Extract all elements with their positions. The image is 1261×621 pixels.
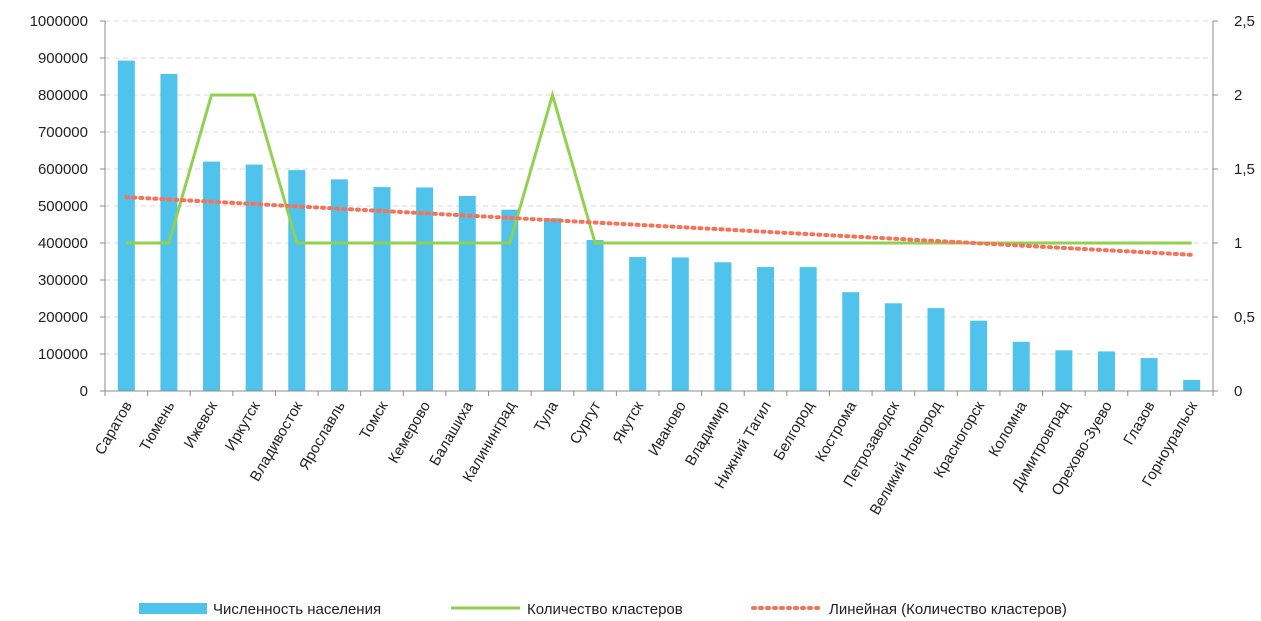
bar	[1183, 379, 1201, 391]
category-label: Глазов	[1120, 398, 1158, 447]
bar	[629, 257, 647, 391]
bar	[884, 303, 902, 391]
bar	[501, 209, 519, 391]
bar	[117, 60, 135, 392]
left-tick-label: 1000000	[30, 13, 88, 30]
category-label: Иваново	[645, 399, 690, 459]
bar	[203, 161, 221, 391]
bar	[927, 308, 945, 391]
category-label: Белгород	[770, 398, 817, 463]
axes	[100, 20, 1218, 396]
category-label: Томск	[356, 398, 391, 442]
bar	[245, 164, 263, 391]
bar	[458, 196, 476, 391]
legend-label-clusters: Количество кластеров	[527, 601, 683, 618]
category-label: Кострома	[812, 398, 860, 465]
right-tick-label: 2	[1234, 87, 1242, 104]
bar	[330, 179, 348, 391]
legend: Численность населения Количество кластер…	[139, 601, 1067, 618]
left-tick-label: 500000	[38, 198, 88, 215]
left-tick-label: 700000	[38, 124, 88, 141]
right-tick-label: 0,5	[1234, 309, 1255, 326]
left-tick-label: 900000	[38, 50, 88, 67]
category-label: Тула	[531, 398, 562, 435]
right-axis-ticks: 0 0,5 1 1,5 2 2,5	[1234, 13, 1255, 400]
bar	[714, 262, 732, 391]
left-tick-label: 200000	[38, 309, 88, 326]
bar	[586, 240, 604, 391]
bar	[757, 267, 775, 391]
gridlines	[105, 20, 1213, 355]
bar	[970, 320, 988, 391]
bar	[842, 292, 860, 391]
trendline	[124, 195, 1194, 257]
line-series	[124, 89, 1194, 257]
left-tick-label: 100000	[38, 346, 88, 363]
category-label: Тюмень	[136, 398, 178, 454]
bar	[1140, 358, 1158, 391]
bar	[1055, 350, 1073, 391]
category-label: Кемерово	[385, 399, 434, 467]
left-axis-ticks: 0 100000 200000 300000 400000 500000 600000 700…	[30, 13, 88, 400]
clusters-line	[126, 89, 1192, 245]
category-label: Саратов	[92, 398, 136, 457]
right-tick-label: 1	[1234, 235, 1242, 252]
left-tick-label: 400000	[38, 235, 88, 252]
left-tick-label: 600000	[38, 161, 88, 178]
legend-label-trendline: Линейная (Количество кластеров)	[829, 601, 1067, 618]
bar	[416, 187, 434, 391]
left-tick-label: 800000	[38, 87, 88, 104]
bar	[288, 170, 306, 391]
category-label: Сургут	[567, 398, 605, 447]
category-labels: Саратов Тюмень Ижевск ИркутскВладивостокЯро…	[92, 398, 1202, 518]
legend-label-population: Численность населения	[213, 601, 381, 618]
category-label: Якутск	[610, 398, 648, 447]
right-tick-label: 1,5	[1234, 161, 1255, 178]
right-tick-label: 2,5	[1234, 13, 1255, 30]
category-label: Иркутск	[222, 398, 264, 454]
bar	[373, 187, 391, 391]
legend-swatch-population	[139, 603, 207, 614]
bar	[1097, 351, 1115, 391]
left-tick-label: 300000	[38, 272, 88, 289]
bar	[543, 218, 561, 391]
bar	[671, 257, 689, 391]
right-tick-label: 0	[1234, 383, 1242, 400]
bar	[160, 73, 178, 391]
bar	[799, 267, 817, 391]
category-label: Коломна	[985, 398, 1031, 460]
bar	[1012, 341, 1030, 391]
category-label: Ижевск	[181, 398, 221, 451]
left-tick-label: 0	[80, 383, 88, 400]
